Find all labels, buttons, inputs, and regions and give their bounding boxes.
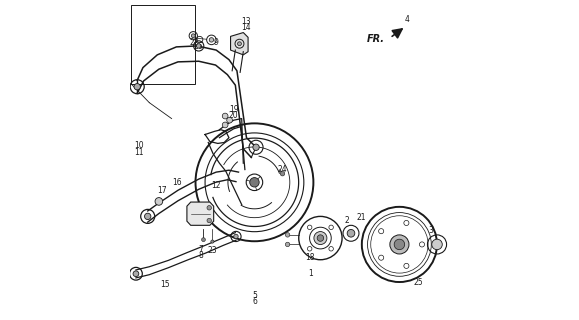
Text: 18: 18: [306, 253, 315, 262]
Text: 12: 12: [211, 181, 221, 190]
Text: 13: 13: [241, 17, 251, 26]
Circle shape: [307, 246, 312, 251]
Circle shape: [390, 235, 409, 254]
Circle shape: [329, 246, 334, 251]
Text: 15: 15: [160, 280, 170, 289]
Circle shape: [404, 220, 409, 226]
Circle shape: [196, 44, 201, 48]
Text: FR.: FR.: [367, 34, 385, 44]
Circle shape: [145, 213, 151, 220]
Circle shape: [285, 233, 290, 237]
Circle shape: [250, 178, 259, 187]
Circle shape: [234, 234, 238, 239]
Circle shape: [347, 229, 355, 237]
Circle shape: [227, 117, 233, 123]
Circle shape: [419, 242, 424, 247]
Text: 20: 20: [229, 111, 239, 120]
Circle shape: [222, 113, 228, 119]
Polygon shape: [187, 202, 214, 225]
Text: 1: 1: [308, 268, 313, 278]
Circle shape: [404, 263, 409, 268]
Text: 17: 17: [157, 186, 167, 195]
Text: 3: 3: [429, 226, 434, 235]
Circle shape: [280, 172, 285, 176]
Circle shape: [207, 218, 211, 223]
Text: 6: 6: [252, 297, 258, 306]
Circle shape: [329, 225, 334, 229]
Circle shape: [379, 255, 384, 260]
Text: 5: 5: [252, 291, 258, 300]
Circle shape: [134, 84, 140, 90]
Text: 26: 26: [194, 42, 203, 52]
Text: 10: 10: [134, 141, 144, 150]
Text: 2: 2: [345, 216, 349, 225]
Circle shape: [201, 238, 206, 242]
Circle shape: [192, 34, 195, 38]
Text: 22: 22: [189, 38, 199, 47]
Circle shape: [211, 240, 214, 243]
Text: 23: 23: [208, 246, 217, 255]
Bar: [131, 4, 195, 84]
Text: 25: 25: [414, 278, 423, 287]
Circle shape: [379, 228, 384, 234]
Circle shape: [253, 144, 259, 150]
Circle shape: [314, 232, 327, 244]
Text: 8: 8: [199, 251, 204, 260]
Text: 9: 9: [213, 38, 218, 47]
Circle shape: [285, 242, 290, 247]
Text: 11: 11: [134, 148, 144, 156]
Circle shape: [394, 239, 405, 250]
Text: 19: 19: [229, 105, 239, 114]
Circle shape: [155, 197, 163, 205]
Circle shape: [237, 42, 241, 46]
Circle shape: [209, 38, 214, 42]
Text: 24: 24: [278, 165, 287, 174]
Text: 21: 21: [357, 213, 366, 222]
Circle shape: [307, 225, 312, 229]
Circle shape: [207, 205, 211, 210]
Circle shape: [222, 122, 228, 128]
Text: 4: 4: [405, 15, 410, 24]
Text: 14: 14: [241, 23, 251, 32]
Text: 16: 16: [173, 178, 182, 187]
Circle shape: [133, 271, 139, 276]
Circle shape: [317, 235, 324, 241]
Text: 7: 7: [199, 245, 204, 254]
Polygon shape: [230, 33, 248, 55]
Circle shape: [432, 239, 442, 250]
